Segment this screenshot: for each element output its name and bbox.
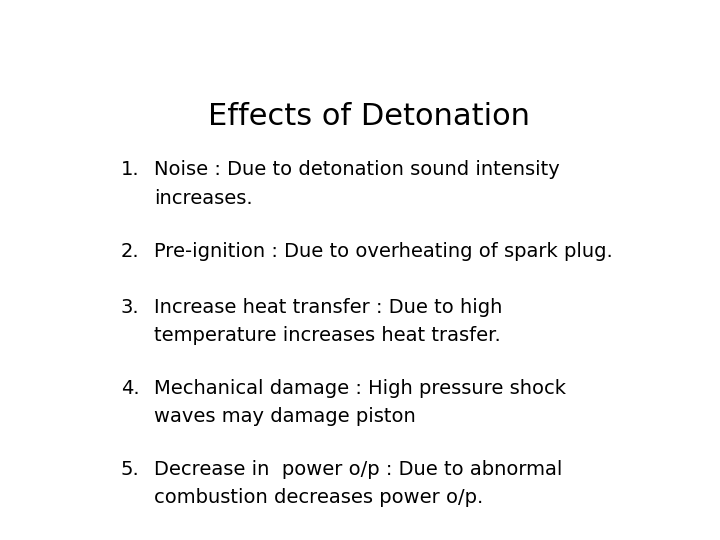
Text: temperature increases heat trasfer.: temperature increases heat trasfer.: [154, 326, 501, 345]
Text: Noise : Due to detonation sound intensity: Noise : Due to detonation sound intensit…: [154, 160, 560, 179]
Text: Decrease in  power o/p : Due to abnormal: Decrease in power o/p : Due to abnormal: [154, 460, 562, 479]
Text: 4.: 4.: [121, 379, 139, 398]
Text: Increase heat transfer : Due to high: Increase heat transfer : Due to high: [154, 298, 503, 316]
Text: increases.: increases.: [154, 188, 253, 208]
Text: Pre-ignition : Due to overheating of spark plug.: Pre-ignition : Due to overheating of spa…: [154, 241, 613, 260]
Text: combustion decreases power o/p.: combustion decreases power o/p.: [154, 488, 483, 507]
Text: Effects of Detonation: Effects of Detonation: [208, 102, 530, 131]
Text: 1.: 1.: [121, 160, 139, 179]
Text: waves may damage piston: waves may damage piston: [154, 407, 416, 426]
Text: 5.: 5.: [121, 460, 140, 479]
Text: Mechanical damage : High pressure shock: Mechanical damage : High pressure shock: [154, 379, 566, 398]
Text: 2.: 2.: [121, 241, 139, 260]
Text: 3.: 3.: [121, 298, 139, 316]
